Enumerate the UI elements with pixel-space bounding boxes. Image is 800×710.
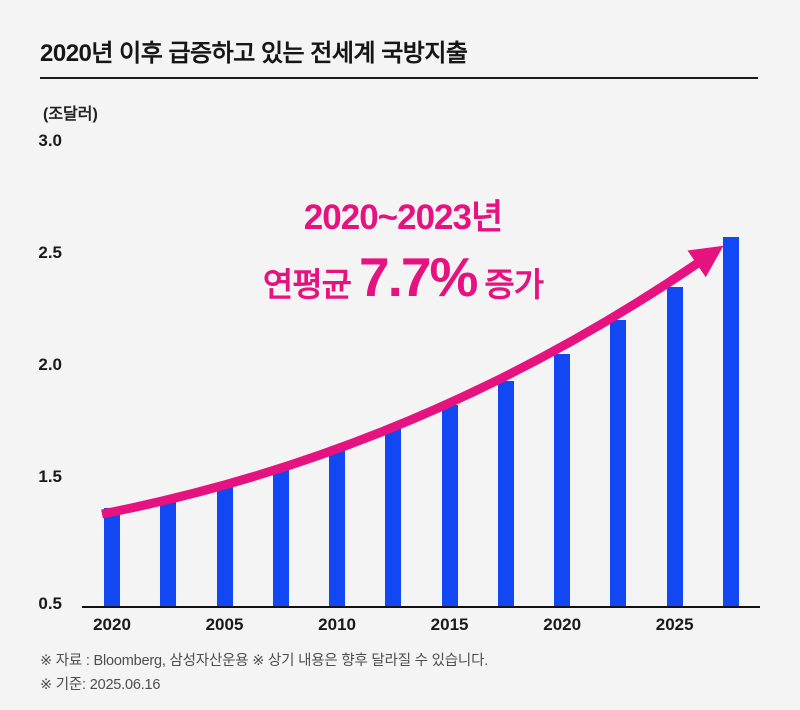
bar xyxy=(329,447,346,607)
bar xyxy=(272,465,289,607)
annotation-period: 2020~2023년 xyxy=(303,198,503,237)
bar xyxy=(666,286,683,607)
bar xyxy=(723,237,739,607)
x-axis-tick-label: 2010 xyxy=(318,615,357,634)
bar xyxy=(104,508,120,607)
y-axis-tick-label: 2.5 xyxy=(38,243,62,262)
x-axis-tick-label: 2020 xyxy=(93,615,131,634)
x-axis-tick-label: 2020 xyxy=(543,615,582,634)
x-axis-line xyxy=(82,606,760,608)
y-axis-tick-label: 1.5 xyxy=(38,467,62,486)
source-note: ※ 자료 : Bloomberg, 삼성자산운용 ※ 상기 내용은 향후 달라질… xyxy=(40,653,489,669)
title-divider xyxy=(40,77,758,79)
page-title: 2020년 이후 급증하고 있는 전세계 국방지출 xyxy=(40,40,468,67)
x-axis-tick-label: 2005 xyxy=(205,615,244,634)
bar xyxy=(497,380,514,607)
as-of-date-note: ※ 기준: 2025.06.16 xyxy=(40,677,161,693)
annotation-rate-highlight: 7.7% xyxy=(358,245,478,308)
annotation-prefix: 연평균 xyxy=(262,265,352,303)
bar xyxy=(385,427,402,607)
trend-annotation: 2020~2023년 연평균 7.7% 증가 xyxy=(262,198,544,309)
bar xyxy=(441,405,458,607)
y-axis-tick-label: 2.0 xyxy=(38,355,62,374)
y-axis-tick-label: 3.0 xyxy=(38,131,62,150)
x-axis-tick-label: 2015 xyxy=(430,615,469,634)
bar xyxy=(160,499,177,607)
x-axis-tick-label: 2025 xyxy=(655,615,694,634)
bar xyxy=(216,486,233,607)
bar xyxy=(610,320,627,607)
annotation-growth: 연평균 7.7% 증가 xyxy=(262,245,544,309)
annotation-suffix: 증가 xyxy=(484,265,544,303)
bar xyxy=(554,353,571,607)
y-axis-tick-label: 0.5 xyxy=(38,594,62,613)
y-axis-unit-label: (조달러) xyxy=(43,106,98,123)
